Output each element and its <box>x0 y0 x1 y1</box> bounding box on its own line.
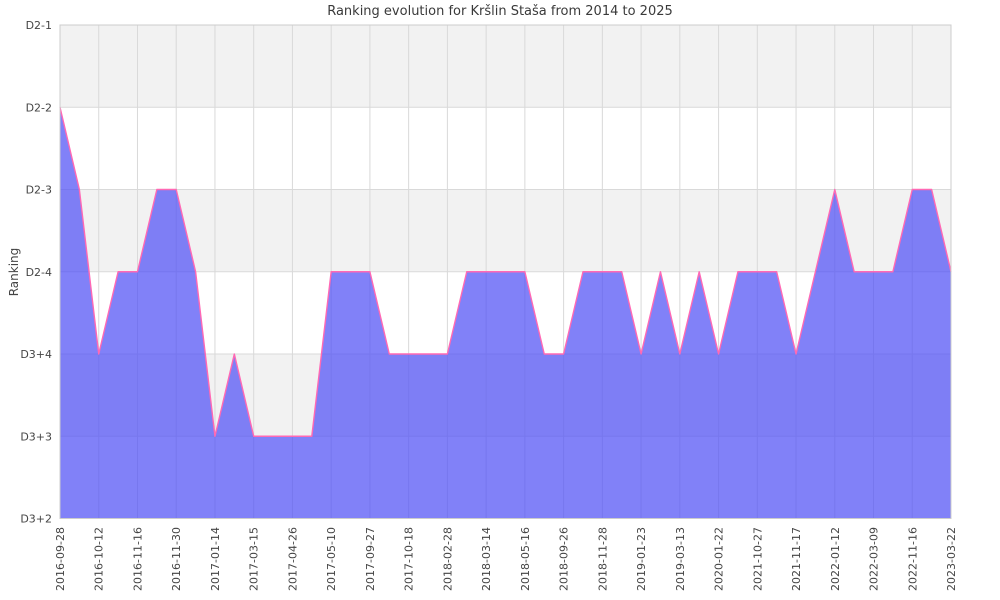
x-tick-label: 2018-09-26 <box>558 527 571 591</box>
y-tick-label: D2-4 <box>26 266 52 279</box>
x-tick-label: 2021-10-27 <box>751 527 764 591</box>
x-tick-label: 2022-03-09 <box>868 527 881 591</box>
ranking-area <box>60 107 951 519</box>
x-tick-label: 2021-11-17 <box>790 527 803 591</box>
x-tick-label: 2019-01-23 <box>635 527 648 591</box>
y-tick-label: D3+3 <box>20 430 52 443</box>
x-tick-label: 2016-09-28 <box>54 527 67 591</box>
x-tick-label: 2019-03-13 <box>674 527 687 591</box>
x-tick-label: 2017-05-10 <box>325 527 338 591</box>
x-tick-label: 2017-04-26 <box>286 527 299 591</box>
y-tick-label: D3+2 <box>20 513 52 526</box>
y-tick-label: D3+4 <box>20 348 52 361</box>
x-tick-label: 2016-11-30 <box>170 527 183 591</box>
x-tick-label: 2020-01-22 <box>713 527 726 591</box>
ranking-line <box>59 107 952 437</box>
x-tick-label: 2016-11-16 <box>131 527 144 591</box>
y-tick-label: D2-1 <box>26 19 52 32</box>
x-tick-label: 2017-09-27 <box>364 527 377 591</box>
plot-border <box>59 24 952 519</box>
plot-band <box>60 107 951 190</box>
x-tick-label: 2016-10-12 <box>93 527 106 591</box>
x-tick-label: 2018-03-14 <box>480 527 493 591</box>
x-tick-label: 2017-01-14 <box>209 527 222 591</box>
x-tick-label: 2018-02-28 <box>441 527 454 591</box>
y-axis-title: Ranking <box>7 247 21 297</box>
x-tick-label: 2017-10-18 <box>403 527 416 591</box>
x-tick-label: 2023-03-22 <box>945 527 958 591</box>
x-tick-label: 2022-11-16 <box>906 527 919 591</box>
x-tick-label: 2018-05-16 <box>519 527 532 591</box>
x-tick-label: 2018-11-28 <box>596 527 609 591</box>
x-tick-label: 2017-03-15 <box>248 527 261 591</box>
y-tick-label: D2-2 <box>26 101 52 114</box>
plot-band <box>60 25 951 108</box>
chart-title: Ranking evolution for Kršlin Staša from … <box>327 4 673 19</box>
x-tick-label: 2022-01-12 <box>829 527 842 591</box>
y-tick-label: D2-3 <box>26 184 52 197</box>
plot-band <box>60 189 951 272</box>
